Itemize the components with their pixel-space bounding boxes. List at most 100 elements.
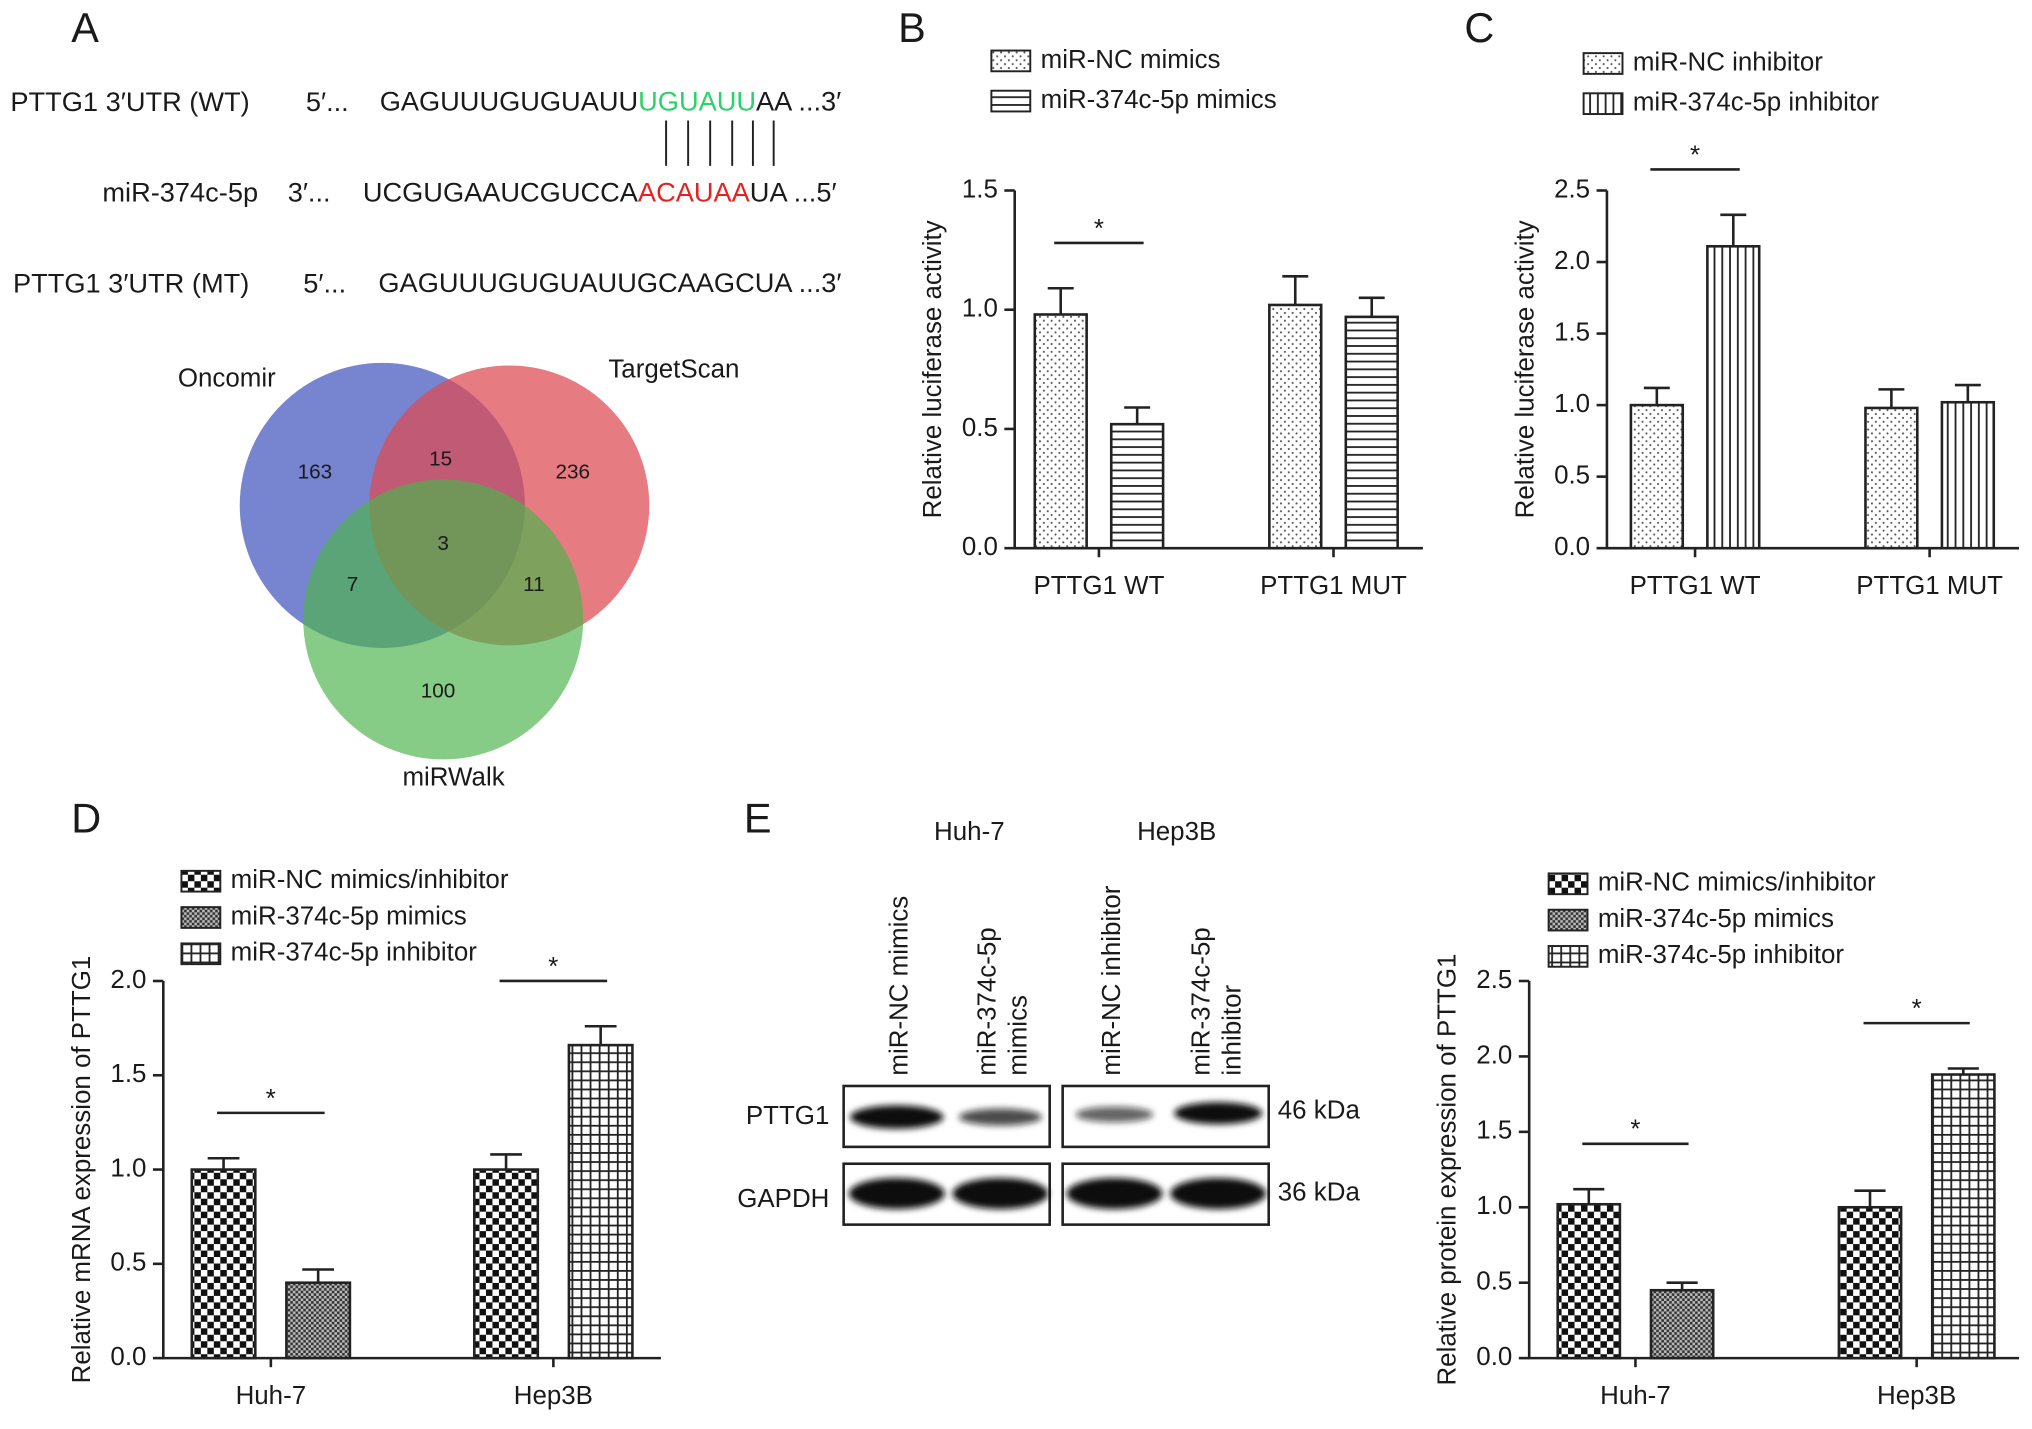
bar [1706,244,1761,550]
venn-label: miRWalk [402,764,504,792]
y-tick-label: 0.5 [1476,1268,1512,1296]
error-bar [490,1153,522,1170]
error-bar [1666,1281,1698,1291]
y-tick-label: 1.0 [1476,1192,1512,1220]
cell-line: Huh-7 [934,818,1005,846]
y-axis-label: Relative mRNA expression of PTTG1 [68,956,96,1384]
venn-count: 163 [298,460,333,483]
error-bar [1282,275,1309,305]
significance-label: * [266,1085,276,1113]
significance-label: * [1630,1116,1640,1144]
seq-end: 5′... [306,86,349,117]
seq-name: PTTG1 3′UTR (WT) [10,86,249,117]
venn-count: 100 [421,679,456,702]
error-bar [1124,406,1151,425]
legend-label: miR-NC inhibitor [1633,48,1823,76]
bar [1109,422,1165,550]
venn-count: 11 [523,573,545,596]
x-tick-label: Hep3B [1877,1382,1956,1410]
lane-label: miR-NC inhibitor [1098,885,1126,1075]
bar [1864,406,1919,550]
y-tick-label: 0.0 [110,1343,146,1371]
legend-swatch [1582,52,1624,75]
sequence: GAGUUUGUGUAUUGCAAGCUA ...3′ [378,267,841,298]
panel-label: D [71,795,101,842]
size-label: 36 kDa [1278,1178,1361,1206]
protein-label: GAPDH [737,1185,829,1213]
seq-name: miR-374c-5p [102,177,258,208]
pairing-lines [665,120,775,166]
error-bar [1358,296,1385,317]
error-bar [1954,383,1981,403]
lane-label: miR-374c-5p [1187,927,1215,1075]
error-bar [1720,213,1747,247]
sequence: UCGUGAAUCGUCCAACAUAAUA ...5′ [363,177,837,208]
y-axis-label: Relative luciferase activity [1511,220,1539,518]
significance-label: * [1690,141,1700,169]
legend-label: miR-NC mimics/inhibitor [231,866,509,894]
x-tick-label: Hep3B [514,1382,593,1410]
bar [1940,400,1996,550]
y-tick-label: 1.0 [110,1154,146,1182]
bar [1629,403,1685,550]
venn-count: 15 [429,448,452,471]
y-tick-label: 2.5 [1476,966,1512,994]
panel-label: A [71,4,99,51]
error-bar [1573,1187,1605,1205]
seq-part: UCGUGAAUCGUCCA [363,177,639,208]
lane-label: mimics [1005,995,1033,1076]
legend-swatch [1547,872,1589,896]
bar [1556,1202,1622,1360]
legend-swatch [1547,908,1589,932]
lane-label: miR-374c-5p [974,927,1002,1075]
legend-label: miR-374c-5p mimics [231,902,467,930]
y-tick-label: 2.0 [1476,1041,1512,1069]
seq-part: GAGUUUGUGUAUU [380,86,638,117]
legend-swatch [990,89,1032,113]
error-bar [584,1024,617,1046]
x-tick-label: PTTG1 MUT [1856,572,2003,600]
y-tick-label: 0.0 [1554,533,1590,561]
legend-label: miR-NC mimics [1041,46,1221,74]
y-tick-label: 1.0 [962,295,998,323]
legend-label: miR-374c-5p inhibitor [1598,941,1845,969]
western-blot: Huh-7 Hep3B miR-NC mimics miR-374c-5p mi… [737,818,1361,1226]
bar [1837,1205,1903,1360]
cell-line: Hep3B [1137,818,1216,846]
bar [1033,313,1088,550]
seq-seed: UGUAUU [638,86,756,117]
error-bar [1854,1189,1886,1208]
y-tick-label: 2.0 [1554,247,1590,275]
legend-swatch [180,869,222,893]
venn-count: 3 [437,532,449,555]
bar [1930,1073,1996,1360]
lane-label: miR-NC mimics [886,896,914,1076]
legend-swatch [990,49,1032,73]
y-tick-label: 1.5 [110,1060,146,1088]
sequence: GAGUUUGUGUAUUUGUAUUAA ...3′ [380,86,842,117]
bar [567,1043,634,1360]
significance-label: * [1094,215,1104,243]
y-tick-label: 0.5 [962,414,998,442]
venn-circle [303,479,584,760]
seq-part: UA ...5′ [750,177,837,208]
legend-swatch [180,906,222,929]
legend-swatch [1582,92,1624,116]
venn-label: Oncomir [178,365,276,393]
panel-label: E [744,795,772,842]
y-tick-label: 0.0 [1476,1343,1512,1371]
bar [473,1168,540,1360]
legend-label: miR-374c-5p mimics [1598,905,1834,933]
seq-part: AA ...3′ [756,86,841,117]
legend-label: miR-374c-5p inhibitor [231,939,478,967]
error-bar [1878,388,1905,408]
protein-label: PTTG1 [746,1102,829,1130]
x-tick-label: Huh-7 [1600,1382,1671,1410]
sequence-alignment: PTTG1 3′UTR (WT) 5′... GAGUUUGUGUAUUUGUA… [10,86,841,298]
venn-label: TargetScan [608,355,739,383]
bar [1344,315,1399,550]
y-tick-label: 0.5 [1554,461,1590,489]
y-tick-label: 2.5 [1554,175,1590,203]
